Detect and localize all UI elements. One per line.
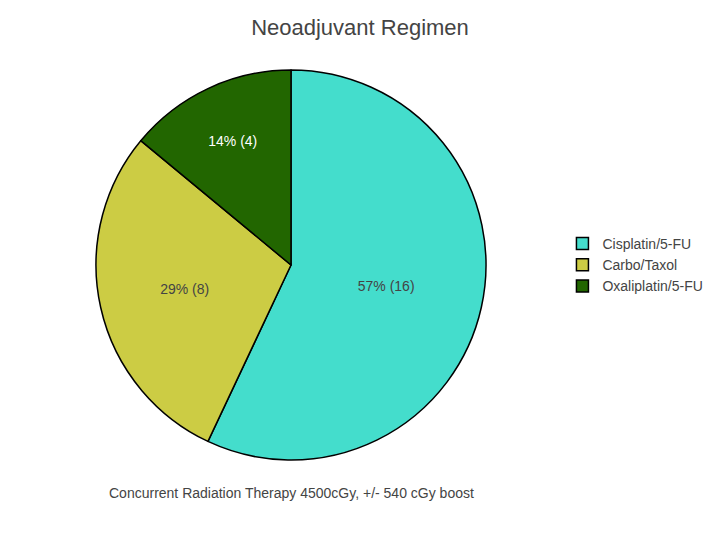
svg-text:29% (8): 29% (8) (160, 281, 209, 297)
svg-text:Oxaliplatin/5-FU: Oxaliplatin/5-FU (602, 278, 702, 294)
svg-text:Concurrent Radiation Therapy 4: Concurrent Radiation Therapy 4500cGy, +/… (109, 485, 474, 501)
svg-text:Neoadjuvant Regimen: Neoadjuvant Regimen (251, 15, 469, 40)
svg-text:Cisplatin/5-FU: Cisplatin/5-FU (602, 236, 691, 252)
svg-text:Carbo/Taxol: Carbo/Taxol (602, 257, 677, 273)
svg-text:57% (16): 57% (16) (358, 278, 415, 294)
svg-text:14% (4): 14% (4) (208, 133, 257, 149)
